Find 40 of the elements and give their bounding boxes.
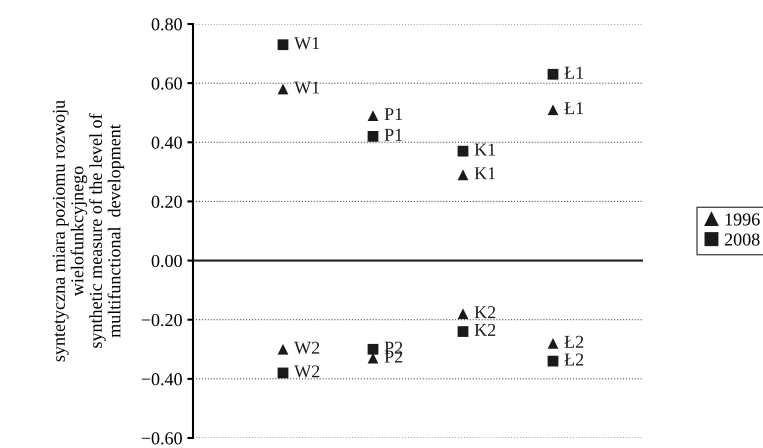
point — [368, 130, 378, 142]
point — [548, 104, 558, 116]
legend-label: 2008 — [724, 233, 760, 246]
data-label: W2 — [294, 342, 320, 354]
y-tick-label: −0.20 — [142, 314, 182, 326]
data-label: Ł2 — [564, 336, 584, 348]
legend-label: 1996 — [726, 213, 760, 226]
point — [368, 110, 378, 122]
data-label: Ł1 — [564, 102, 584, 114]
data-label: K2 — [474, 306, 496, 318]
data-label: W2 — [294, 365, 320, 378]
point — [278, 344, 288, 355]
data-label: K1 — [474, 144, 496, 156]
point — [278, 84, 288, 94]
y-tick-label: 0.00 — [152, 254, 182, 268]
y-tick-label: 0.80 — [152, 18, 182, 31]
point — [548, 338, 558, 349]
y-axis-title: syntetyczna miara poziomu rozwoju wielofunkcyjnego synthetic measure of the level of multifunctional development — [52, 100, 124, 362]
y-tick-label: 0.20 — [152, 196, 182, 208]
point — [368, 344, 378, 355]
data-label: Ł1 — [564, 66, 584, 79]
point — [278, 368, 288, 378]
point — [548, 356, 558, 366]
point — [458, 146, 468, 157]
point — [458, 308, 468, 320]
point — [458, 169, 468, 180]
data-label: W1 — [294, 81, 320, 94]
y-tick-label: 0.60 — [152, 77, 182, 90]
data-label: W1 — [294, 37, 320, 50]
data-label: K2 — [474, 324, 496, 336]
data-label: P1 — [384, 128, 402, 141]
point — [458, 326, 468, 337]
y-tick-label: 0.40 — [152, 136, 182, 149]
data-label: K1 — [474, 167, 496, 180]
y-tick-label: −0.40 — [142, 373, 182, 386]
point — [278, 39, 288, 50]
point — [548, 68, 558, 80]
data-label: Ł2 — [564, 354, 584, 366]
data-label: P1 — [384, 108, 402, 120]
y-tick-label: −0.60 — [142, 432, 182, 445]
